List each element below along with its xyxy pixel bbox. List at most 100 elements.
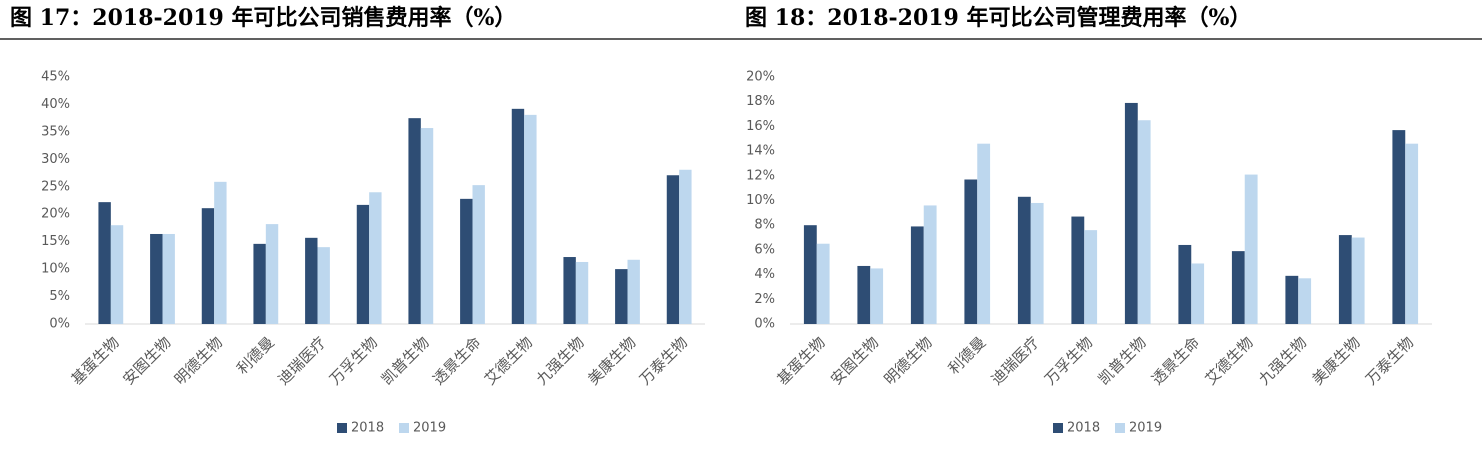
bar [1392,130,1406,324]
x-tick-label: 九强生物 [1255,333,1310,388]
x-tick-label: 安图生物 [119,333,174,388]
x-tick-label: 明德生物 [881,333,936,388]
bar [305,237,318,324]
x-tick-label: 艾德生物 [481,333,536,388]
bar [1338,235,1352,324]
x-tick-label: 基蛋生物 [774,333,829,388]
bar [214,181,227,324]
legend-label: 2018 [1067,421,1100,436]
bar [98,202,111,324]
y-tick-label: 2% [754,292,775,307]
bar [356,204,370,324]
bar [253,243,266,324]
x-tick-label: 凯普生物 [378,333,433,388]
legend-swatch [1115,423,1125,433]
bar [666,175,680,324]
bar [1137,120,1151,324]
y-tick-label: 12% [746,168,775,183]
x-tick-label: 安图生物 [827,333,882,388]
bar [857,265,871,324]
bar [1405,143,1419,324]
x-tick-label: 美康生物 [1309,333,1364,388]
x-tick-label: 明德生物 [171,333,226,388]
x-tick-label: 美康生物 [584,333,639,388]
bar [265,224,279,324]
bar [162,233,175,324]
chart: 图 18：2018-2019 年可比公司管理费用率（%） 0% 2% 4% 6% 8% 10… [741,5,1482,436]
y-tick-label: 20% [746,70,775,85]
bar [803,225,817,324]
x-tick-label: 利德曼 [233,333,278,378]
bar [1231,251,1245,324]
bar [964,179,978,324]
bar [816,243,830,324]
chart-title: 图 18：2018-2019 年可比公司管理费用率（%） [745,5,1251,31]
bar [563,257,576,324]
bar [317,247,330,324]
bar [679,169,692,324]
y-tick-label: 45% [41,70,70,85]
bar [472,185,485,324]
y-tick-label: 10% [746,193,775,208]
x-tick-label: 透景生命 [429,333,484,388]
legend-label: 2019 [413,421,446,436]
legend-swatch [1053,423,1063,433]
bar [870,268,884,324]
x-tick-label: 万泰生物 [1362,333,1417,388]
y-tick-label: 8% [754,218,775,233]
y-tick-label: 5% [49,289,70,304]
y-tick-label: 18% [746,94,775,109]
x-tick-label: 九强生物 [533,333,588,388]
bar [1071,216,1085,324]
chart-title: 图 17：2018-2019 年可比公司销售费用率（%） [10,5,516,31]
y-tick-label: 4% [754,267,775,282]
legend-label: 2019 [1129,421,1162,436]
x-tick-label: 凯普生物 [1095,333,1150,388]
bar [627,259,640,324]
bar [511,108,525,324]
bar [1285,275,1299,324]
x-tick-label: 万泰生物 [636,333,691,388]
bar [420,128,434,324]
bar [150,233,163,324]
bar [923,205,937,324]
bar [1030,202,1044,324]
y-tick-label: 30% [41,152,70,167]
y-tick-label: 16% [746,119,775,134]
bar [110,225,124,324]
y-tick-label: 6% [754,242,775,257]
bar [1178,244,1192,324]
x-tick-label: 万孚生物 [326,333,381,388]
bar [615,269,628,324]
bar [1351,237,1365,324]
y-tick-label: 20% [41,207,70,222]
bar [1244,174,1258,324]
x-tick-label: 利德曼 [945,333,990,378]
y-tick-label: 14% [746,144,775,159]
x-tick-label: 迪瑞医疗 [274,333,329,388]
legend-swatch [399,423,409,433]
bar [1124,102,1138,324]
bar [369,192,382,324]
legend-swatch [337,423,347,433]
bar [524,114,537,324]
bar [460,198,473,324]
y-tick-label: 0% [754,317,775,332]
x-tick-label: 艾德生物 [1202,333,1257,388]
bar [1191,263,1205,324]
y-tick-label: 35% [41,124,70,139]
bar [408,118,421,325]
chart: 图 17：2018-2019 年可比公司销售费用率（%） 0% 5% 10% 15% 20… [0,5,741,436]
bar [977,143,991,324]
y-tick-label: 40% [41,97,70,112]
y-tick-label: 10% [41,262,70,277]
bar [910,226,924,324]
legend-label: 2018 [351,421,384,436]
y-tick-label: 0% [49,317,70,332]
bar [201,208,215,324]
y-tick-label: 25% [41,179,70,194]
x-tick-label: 万孚生物 [1041,333,1096,388]
bar [1298,278,1312,324]
x-tick-label: 透景生命 [1148,333,1203,388]
